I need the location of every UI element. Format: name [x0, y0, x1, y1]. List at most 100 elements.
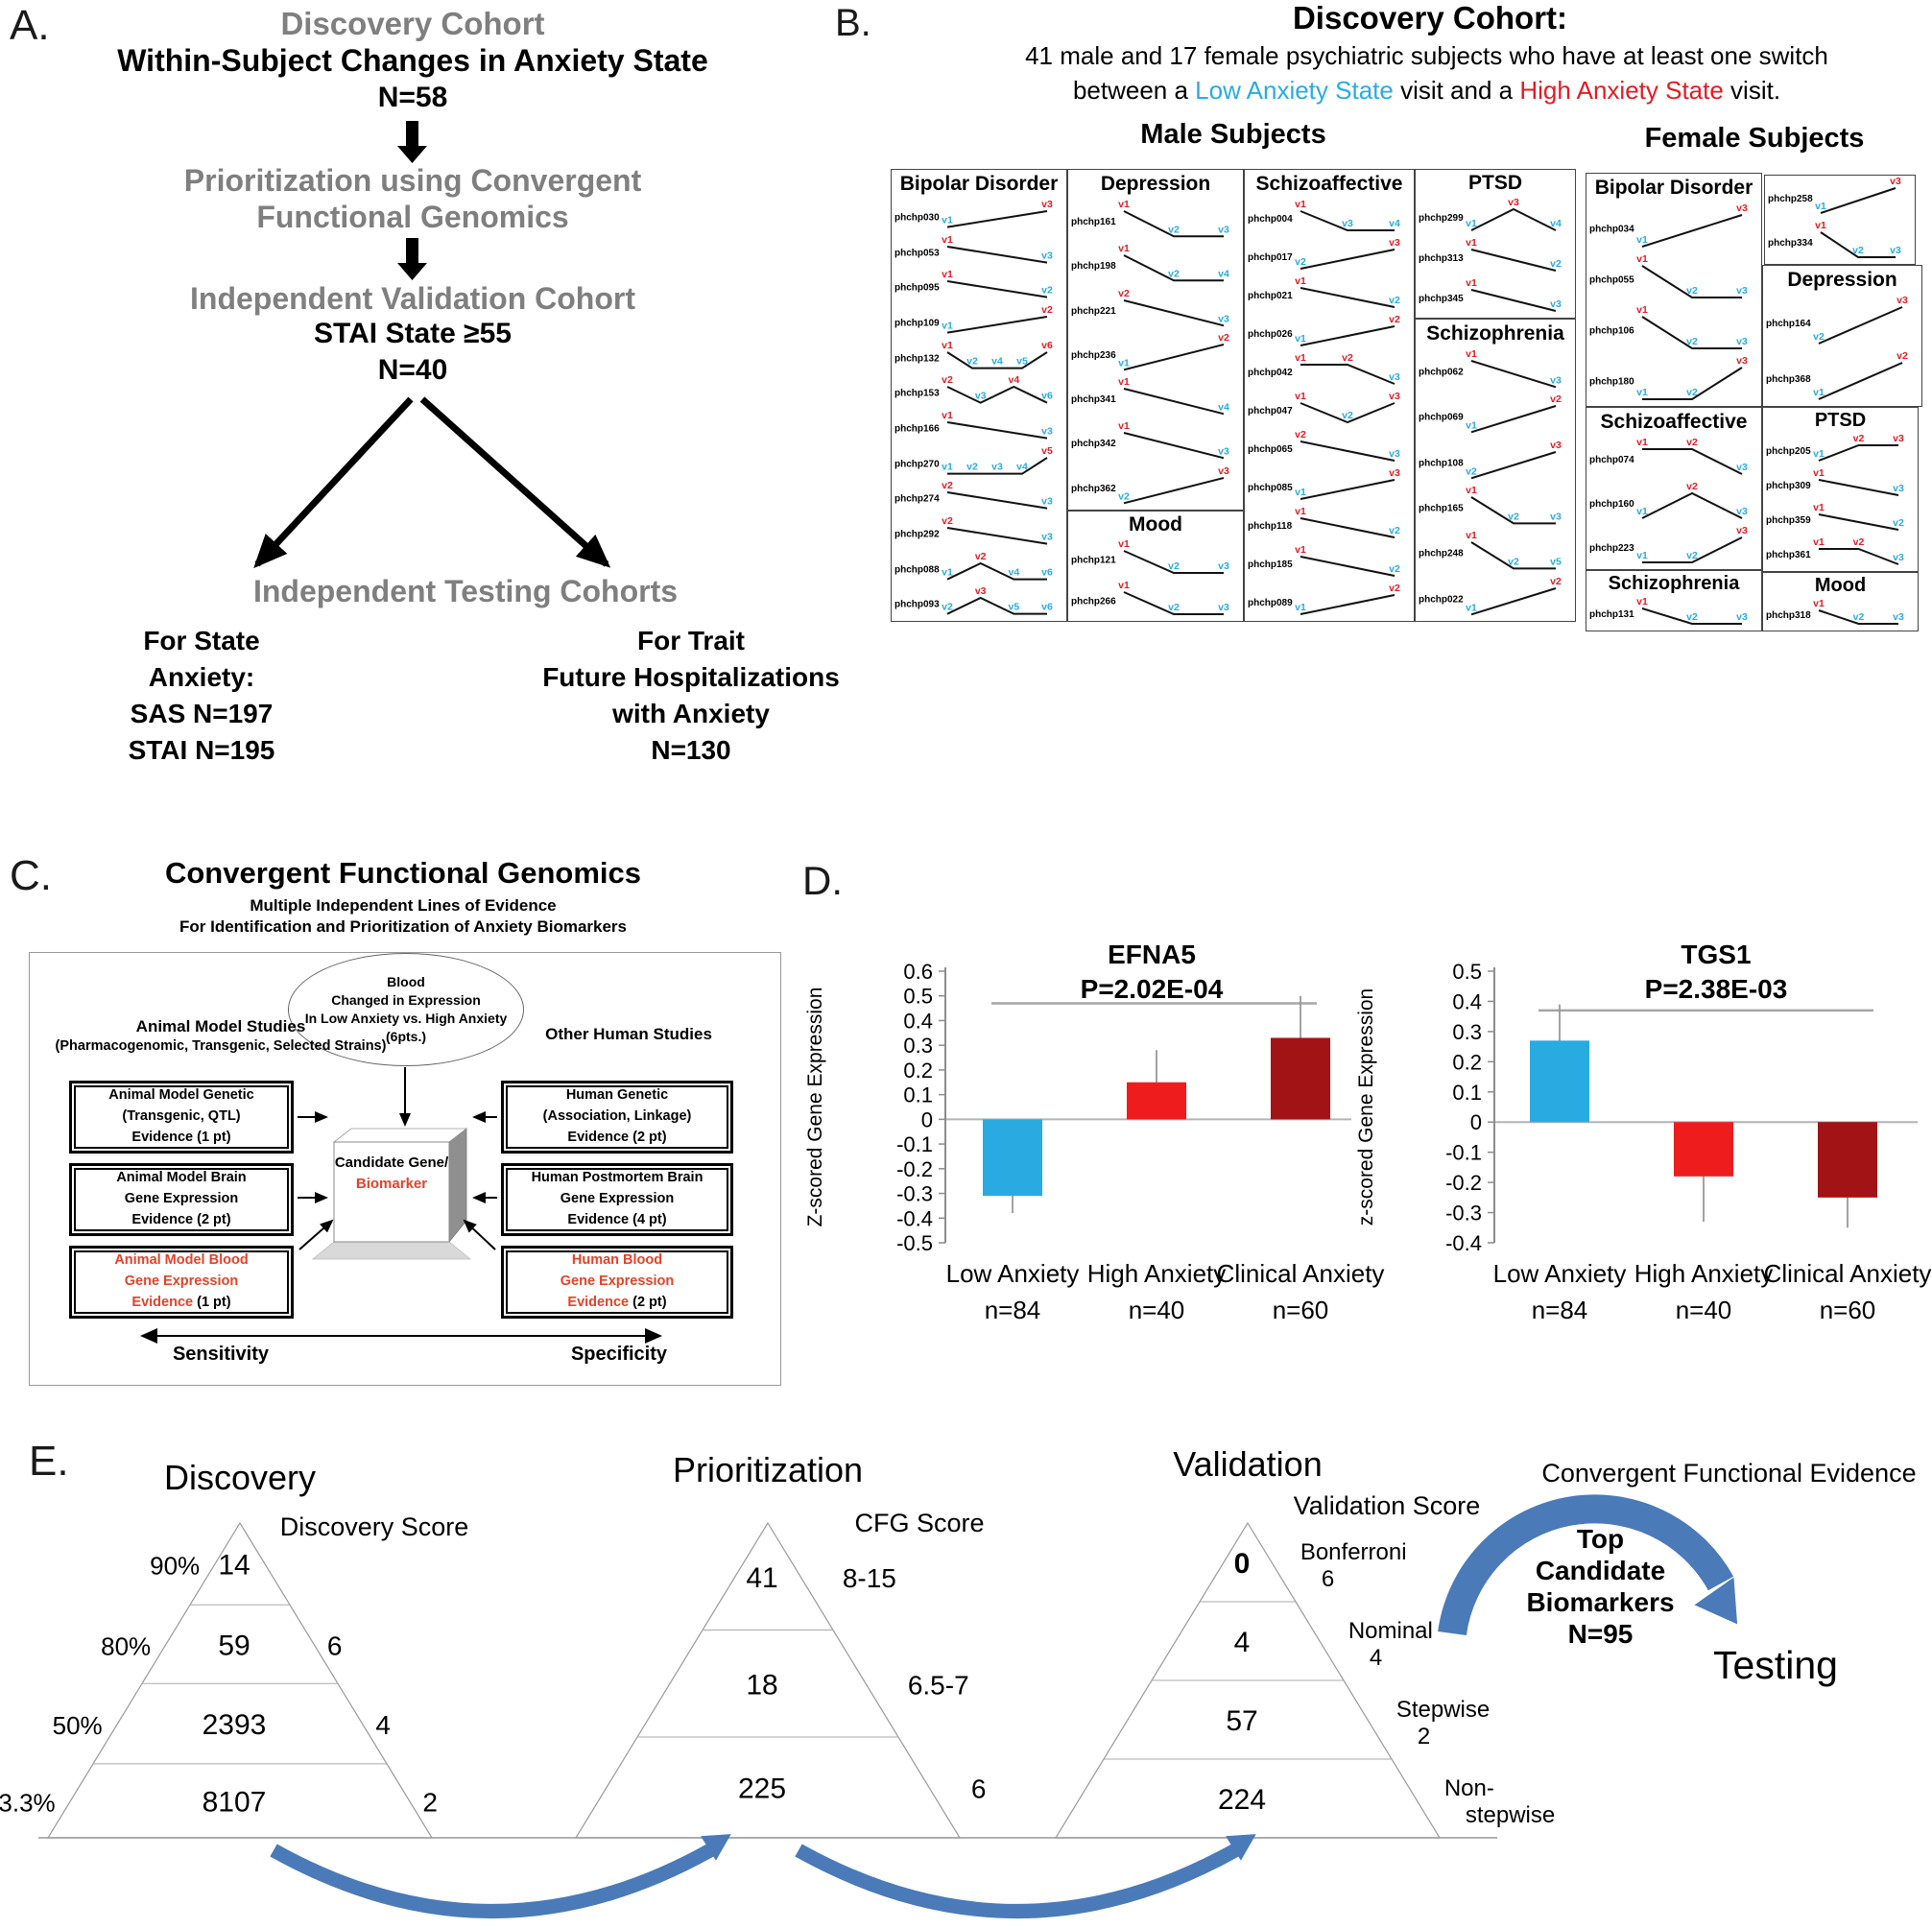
- y-tick-label: 0.5: [903, 985, 933, 1009]
- level-value: 57: [1226, 1705, 1257, 1737]
- visit-line: [946, 386, 1048, 405]
- visit-label: v2: [1118, 490, 1130, 502]
- subject-id: phchp132: [894, 353, 940, 364]
- visit-label: v1: [1295, 391, 1306, 402]
- subject-chart-phchp093: phchp093 v2 v3 v5 v6: [894, 585, 1053, 615]
- visit-label: v4: [1550, 218, 1562, 229]
- top-candidate-line4: N=95: [1567, 1619, 1634, 1649]
- visit-label: v2: [1686, 481, 1698, 492]
- visit-label: v3: [1550, 511, 1562, 522]
- subject-id: phchp017: [1248, 252, 1293, 263]
- subject-id: phchp153: [894, 389, 940, 399]
- sensitivity-label: Sensitivity: [172, 1344, 270, 1365]
- pyramid-validation: Validation Validation Score 0 4 57 224 Bonferr…: [1054, 1444, 1555, 1839]
- level-value: 14: [218, 1550, 250, 1582]
- subject-id: phchp088: [894, 564, 940, 575]
- visit-label: v1: [1813, 387, 1825, 398]
- visit-line: [1300, 556, 1395, 577]
- human-evidence-box-2: Human Postmortem Brain Gene Expression Evi…: [501, 1163, 733, 1236]
- visit-line: [946, 350, 1048, 369]
- visit-label: v2: [966, 355, 978, 367]
- visit-label: v2: [1466, 465, 1477, 477]
- subject-id: phchp093: [894, 600, 940, 610]
- visit-line: [1123, 550, 1224, 574]
- category-label: Low Anxiety: [946, 1259, 1080, 1288]
- visit-line: [1641, 491, 1743, 519]
- y-tick-label: -0.1: [896, 1132, 933, 1156]
- visit-label: v1: [1118, 357, 1130, 369]
- level-value: 41: [746, 1562, 777, 1594]
- visit-label: v2: [1389, 563, 1400, 575]
- pyramid-title: Validation: [1173, 1444, 1322, 1484]
- visit-label: v2: [1893, 517, 1904, 529]
- subject-chart-phchp205: phchp205 v1 v2 v3: [1766, 433, 1904, 462]
- subject-id: phchp299: [1419, 213, 1464, 224]
- visit-line: [1123, 432, 1225, 460]
- visit-line: [1820, 231, 1896, 258]
- blood-line3: In Low Anxiety vs. High Anxiety: [304, 1011, 508, 1026]
- visit-label: v3: [1736, 285, 1748, 297]
- level-value: 59: [218, 1630, 250, 1661]
- chart-TGS1: 0.5 0.4 0.3 0.2 0.1 0 -0.1 -0.2 -0.3 -0.4 Low Anxi…: [1355, 940, 1931, 1324]
- visit-label: v2: [1853, 611, 1865, 623]
- y-tick-label: 0.2: [903, 1059, 933, 1083]
- visit-label: v1: [1466, 237, 1477, 249]
- subject-id: phchp345: [1419, 294, 1464, 304]
- subject-id: phchp368: [1766, 374, 1811, 385]
- pyramid-outline: [574, 1521, 962, 1839]
- subject-id: phchp180: [1589, 377, 1634, 388]
- percent-label: 80%: [101, 1631, 151, 1660]
- visit-label: v4: [1389, 218, 1400, 229]
- score-label: 6.5-7: [908, 1670, 969, 1700]
- visit-label: v3: [1736, 611, 1748, 623]
- visit-line: [1123, 343, 1225, 371]
- swoosh-arrowhead-icon: [1226, 1834, 1256, 1861]
- panel-b-label: B.: [835, 2, 871, 44]
- stai-state-label: STAI State ≥55: [314, 318, 512, 349]
- n58-label: N=58: [377, 82, 448, 113]
- visit-label: v1: [1118, 580, 1130, 591]
- y-tick-label: 0.1: [1452, 1081, 1482, 1105]
- state-anxiety-line2: Anxiety:: [148, 662, 255, 692]
- blood-line4: (6pts.): [386, 1028, 426, 1044]
- level-value: 224: [1218, 1784, 1266, 1816]
- pyramid-prioritization: Prioritization CFG Score 41 18 225 8-15 6.5-7 6: [574, 1450, 987, 1839]
- down-arrow-icon: [397, 146, 427, 163]
- visit-line: [1300, 287, 1395, 308]
- animal-model-studies-subheader: (Pharmacogenomic, Transgenic, Selected S…: [55, 1038, 387, 1054]
- y-tick-label: 0.2: [1452, 1050, 1482, 1074]
- visit-label: v3: [1890, 176, 1901, 187]
- top-candidate-line1: Top: [1576, 1524, 1625, 1554]
- subject-id: phchp053: [894, 248, 940, 258]
- diagonal-arrow-right-icon: [419, 396, 611, 568]
- trait-line2: Future Hospitalizations: [542, 662, 840, 692]
- pyramid-title: Prioritization: [673, 1450, 863, 1489]
- subject-id: phchp258: [1768, 194, 1813, 204]
- visit-label: v3: [1550, 374, 1562, 386]
- score-label: 6: [971, 1774, 987, 1804]
- score-header: Validation Score: [1294, 1491, 1481, 1520]
- visit-line: [1300, 594, 1395, 615]
- subject-chart-phchp030: phchp030 v1 v3: [894, 199, 1053, 228]
- visit-label: v2: [1295, 429, 1306, 440]
- down-arrow-icon: [406, 238, 418, 263]
- visit-line: [1820, 187, 1896, 214]
- score-label: stepwise: [1466, 1802, 1555, 1828]
- low-anxiety-state-text: Low Anxiety State: [1195, 76, 1394, 105]
- visit-label: v3: [1893, 611, 1904, 623]
- n-label: n=84: [1532, 1296, 1588, 1324]
- visit-label: v4: [1016, 461, 1028, 472]
- subject-id: phchp359: [1766, 515, 1811, 526]
- group-title: Mood: [1129, 513, 1182, 536]
- visit-label: v1: [1636, 550, 1648, 561]
- visit-line: [1470, 541, 1556, 570]
- group-box-schizoaffective: Schizoaffective phchp074 v1 v2 v3 phchp160 v1 v…: [1586, 407, 1762, 570]
- visit-label: v1: [1295, 487, 1306, 498]
